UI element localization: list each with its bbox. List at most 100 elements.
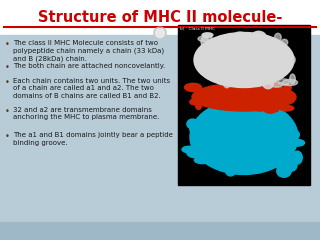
Text: •: • [5,107,10,116]
Ellipse shape [234,32,246,39]
Ellipse shape [240,98,255,104]
Ellipse shape [261,94,268,102]
Ellipse shape [190,100,298,174]
Ellipse shape [285,54,290,66]
Ellipse shape [263,78,273,89]
Ellipse shape [279,94,291,100]
Ellipse shape [273,104,279,112]
Ellipse shape [283,160,297,172]
Ellipse shape [246,101,252,108]
Ellipse shape [199,66,209,73]
Ellipse shape [223,76,231,88]
Bar [0,222,320,240]
Ellipse shape [283,156,296,168]
Bar [0,0,320,35]
Text: •: • [5,132,10,141]
Ellipse shape [200,144,213,156]
Ellipse shape [279,128,296,142]
Ellipse shape [280,105,294,111]
Text: •: • [5,78,10,87]
Ellipse shape [210,139,226,151]
Ellipse shape [192,83,296,111]
Ellipse shape [246,126,264,138]
Ellipse shape [227,36,241,47]
Bar [178,25,310,185]
Ellipse shape [262,51,277,60]
Ellipse shape [258,142,268,152]
Ellipse shape [202,144,221,151]
Ellipse shape [207,96,217,103]
Ellipse shape [277,165,291,177]
Ellipse shape [185,83,202,91]
Ellipse shape [291,139,305,146]
Text: 32 and a2 are transmembrane domains
anchoring the MHC to plasma membrane.: 32 and a2 are transmembrane domains anch… [13,107,159,120]
Text: •: • [5,63,10,72]
Ellipse shape [281,95,295,104]
Ellipse shape [206,74,212,79]
Ellipse shape [274,143,292,150]
Ellipse shape [208,135,218,147]
Text: Structure of MHC II molecule-: Structure of MHC II molecule- [38,11,282,25]
Ellipse shape [213,45,222,55]
Ellipse shape [216,69,223,77]
Ellipse shape [252,65,265,73]
Ellipse shape [292,151,302,164]
Ellipse shape [283,79,298,85]
Text: b)   Class II MHC: b) Class II MHC [180,27,215,31]
Ellipse shape [187,148,204,158]
Ellipse shape [226,34,235,45]
Ellipse shape [233,88,239,100]
Ellipse shape [233,126,246,139]
Ellipse shape [203,67,218,72]
Ellipse shape [263,102,278,113]
Ellipse shape [272,127,282,138]
Ellipse shape [281,39,288,45]
Ellipse shape [190,99,199,105]
Ellipse shape [187,119,198,129]
Ellipse shape [215,92,229,99]
Ellipse shape [231,149,247,158]
Ellipse shape [269,89,285,96]
Ellipse shape [224,45,235,49]
Ellipse shape [261,35,270,47]
Ellipse shape [191,127,205,139]
Ellipse shape [252,141,266,147]
Ellipse shape [283,53,291,60]
Ellipse shape [270,138,284,150]
Ellipse shape [243,37,259,49]
Ellipse shape [214,142,231,152]
Ellipse shape [248,96,262,107]
Ellipse shape [266,81,279,92]
Text: •: • [5,40,10,49]
Ellipse shape [283,55,295,65]
Ellipse shape [238,74,245,85]
Bar [0,35,320,222]
Ellipse shape [197,150,209,158]
Text: The both chain are attached noncovelantly.: The both chain are attached noncovelantl… [13,63,165,69]
Ellipse shape [240,132,258,146]
Ellipse shape [200,56,206,61]
Ellipse shape [214,59,229,64]
Ellipse shape [267,151,282,160]
Circle shape [154,27,166,39]
Ellipse shape [278,79,289,85]
Ellipse shape [275,157,291,170]
Ellipse shape [212,93,221,102]
Ellipse shape [291,131,299,139]
Ellipse shape [281,53,286,63]
Ellipse shape [271,58,286,68]
Ellipse shape [270,56,279,63]
Ellipse shape [253,65,264,76]
Ellipse shape [256,84,270,91]
Ellipse shape [225,94,234,102]
Text: The a1 and B1 domains jointly bear a peptide
binding groove.: The a1 and B1 domains jointly bear a pep… [13,132,173,145]
Ellipse shape [203,42,217,52]
Ellipse shape [284,84,291,91]
Ellipse shape [198,36,212,42]
Ellipse shape [217,100,231,105]
Ellipse shape [202,127,215,136]
Ellipse shape [244,81,262,88]
Ellipse shape [196,101,202,109]
Ellipse shape [239,43,249,53]
Ellipse shape [270,82,283,87]
